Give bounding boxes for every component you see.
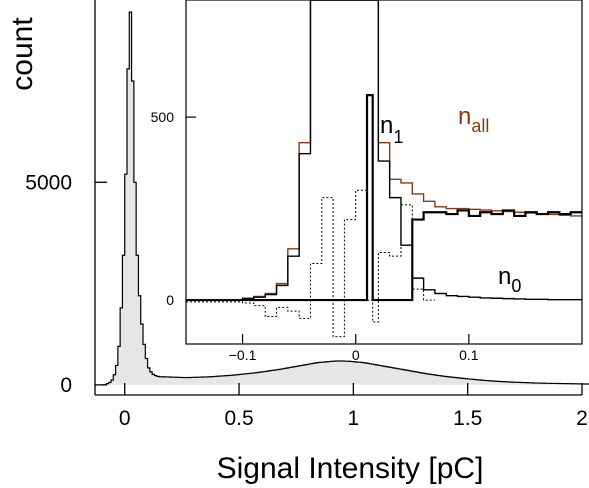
label-nall: nall [458,103,489,136]
inset-histograms [186,0,582,338]
inset-x-tick-label: −0.1 [229,347,257,363]
main-x-tick-label: 1 [348,407,360,430]
inset-series-n-1 [186,94,582,302]
inset-x-tick-label: 0 [352,347,360,363]
inset-plot: −0.1 0 0.1 0 500 n1 nall n0 [151,0,583,363]
main-x-tick-label: 0.5 [224,407,253,430]
y-axis-label: count [6,17,39,91]
inset-frame [185,0,583,345]
main-x-tick-label: 1.5 [453,407,482,430]
label-n0: n0 [498,263,521,296]
inset-axes: −0.1 0 0.1 0 500 [151,109,479,363]
main-x-tick-label: 2 [576,407,588,430]
main-x-tick-label: 0 [119,407,131,430]
main-y-tick-label: 5000 [25,171,72,194]
main-y-tick-label: 0 [60,374,72,397]
inset-y-tick-label: 500 [151,109,175,125]
inset-background [186,0,582,344]
main-histogram-line [101,11,589,386]
x-axis-label: Signal Intensity [pC] [217,452,484,485]
label-n1: n1 [380,112,403,147]
inset-y-tick-label: 0 [166,292,174,308]
inset-x-tick-label: 0.1 [459,347,479,363]
main-histogram [101,11,589,386]
